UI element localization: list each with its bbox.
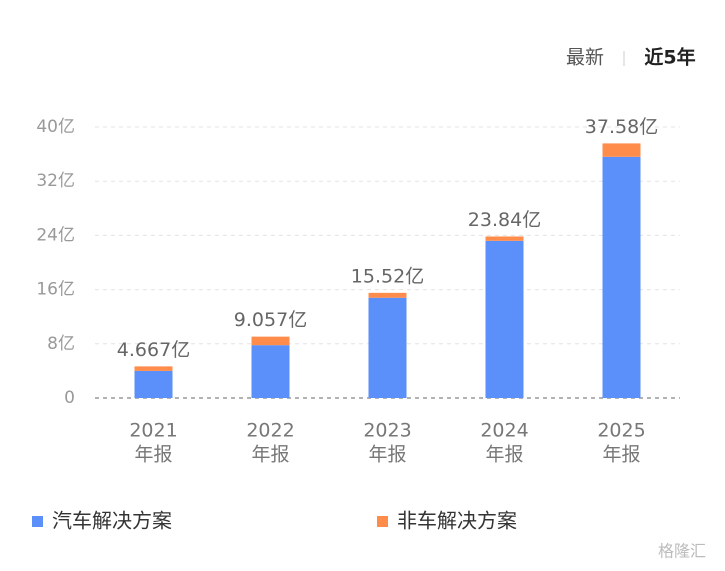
y-tick-label: 40亿 <box>36 117 75 137</box>
y-tick-label: 16亿 <box>36 280 75 300</box>
value-label: 9.057亿 <box>234 309 307 331</box>
value-label: 15.52亿 <box>351 265 424 287</box>
value-label: 37.58亿 <box>585 116 658 138</box>
y-tick-label: 32亿 <box>36 171 75 191</box>
legend-label: 非车解决方案 <box>397 509 517 533</box>
legend-label: 汽车解决方案 <box>52 509 172 533</box>
bar-segment <box>134 370 173 398</box>
y-tick-label: 8亿 <box>47 334 75 354</box>
x-tick-label: 年报 <box>602 444 640 466</box>
bar-segment <box>368 292 407 298</box>
bar-segment <box>251 345 290 398</box>
x-tick-label: 年报 <box>485 444 523 466</box>
value-label: 4.667亿 <box>117 339 190 361</box>
legend-swatch <box>32 516 43 527</box>
y-tick-label: 24亿 <box>36 225 75 245</box>
value-label: 23.84亿 <box>468 209 541 231</box>
bar-segment <box>368 297 407 398</box>
y-tick-label: 0 <box>64 388 75 408</box>
watermark: 格隆汇 <box>658 542 706 561</box>
bar-segment <box>485 236 524 241</box>
tab-5y[interactable]: 近5年 <box>644 46 695 69</box>
bar-segment <box>485 240 524 398</box>
x-tick-label: 年报 <box>368 444 406 466</box>
x-tick-label: 2024 <box>480 420 528 442</box>
bar-segment <box>134 366 173 371</box>
x-tick-label: 2022 <box>246 420 294 442</box>
x-tick-label: 年报 <box>134 444 172 466</box>
bar-segment <box>251 336 290 346</box>
x-tick-label: 2021 <box>129 420 177 442</box>
x-tick-label: 年报 <box>251 444 289 466</box>
legend-swatch <box>377 516 388 527</box>
x-tick-label: 2023 <box>363 420 411 442</box>
tab-latest[interactable]: 最新 <box>566 47 604 69</box>
x-tick-label: 2025 <box>597 420 645 442</box>
bar-segment <box>602 143 641 157</box>
bar-segment <box>602 156 641 398</box>
